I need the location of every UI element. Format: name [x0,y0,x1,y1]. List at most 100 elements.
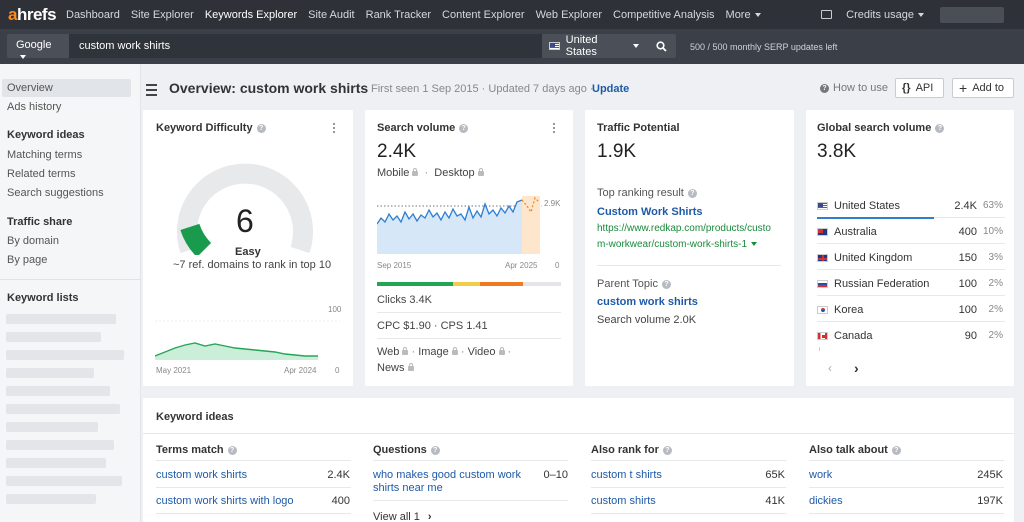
nav-more[interactable]: More [726,9,761,21]
terms-match-keyword-link[interactable]: custom work shirts with logo [156,495,294,507]
country-share: 2% [988,278,1003,289]
search-bar: Google custom work shirts United States … [0,29,1024,64]
kd-title: Keyword Difficulty? [156,122,266,134]
question-icon[interactable]: ? [661,280,671,289]
country-row[interactable]: Korea 100 2% [817,301,1005,321]
sidebar-item-matching-terms[interactable]: Matching terms [7,149,83,161]
sidebar-item-search-suggestions[interactable]: Search suggestions [7,187,104,199]
keyword-search-input[interactable]: custom work shirts [69,34,542,58]
sv-chart-end-date: Apr 2025 [505,261,538,270]
kd-subtitle: ~7 ref. domains to rank in top 10 [173,259,332,271]
add-to-button[interactable]: + Add to [952,78,1014,98]
account-menu[interactable] [940,6,1004,23]
nav-site-explorer[interactable]: Site Explorer [130,8,194,21]
sv-cpc-cps: CPC $1.90 · CPS 1.41 [377,320,488,332]
nav-content-explorer[interactable]: Content Explorer [442,8,525,21]
kd-score: 6 [236,203,254,239]
ahrefs-logo[interactable]: ahrefs [8,4,57,24]
keyword-list-item[interactable] [6,458,106,468]
divider [591,460,786,461]
question-icon[interactable]: ? [227,446,237,455]
search-button[interactable] [646,34,676,58]
divider [809,513,1004,514]
terms-match-keyword-link[interactable]: custom work shirts [156,469,248,481]
keyword-difficulty-card [143,110,353,386]
top-result-title-link[interactable]: Custom Work Shirts [597,206,703,218]
credits-usage-button[interactable]: Credits usage [846,9,924,21]
keyword-list-item[interactable] [6,476,122,486]
nav-dashboard[interactable]: Dashboard [66,8,120,21]
sv-clicks: Clicks 3.4K [377,294,433,306]
chevron-left-icon[interactable]: ‹ [828,361,832,375]
question-icon[interactable]: ? [935,124,945,133]
country-select[interactable]: United States [542,34,646,58]
nav-competitive-analysis[interactable]: Competitive Analysis [613,8,715,21]
nav-web-explorer[interactable]: Web Explorer [535,8,603,21]
also-talk-keyword-link[interactable]: dickies [809,495,843,507]
sv-serp-types-2: News [377,362,414,374]
country-share: 3% [988,252,1003,263]
nav-rank-tracker[interactable]: Rank Tracker [365,8,432,21]
chevron-right-icon[interactable]: › [854,360,859,376]
more-options-icon[interactable] [333,123,336,135]
update-link[interactable]: Update [592,83,630,95]
keyword-list-item[interactable] [6,350,124,360]
keyword-list-item[interactable] [6,368,94,378]
nav-site-audit[interactable]: Site Audit [308,8,355,21]
parent-topic-link[interactable]: custom work shirts [597,296,698,308]
chevron-right-icon: › [427,511,432,522]
keyword-list-item[interactable] [6,404,120,414]
also-talk-keyword-link[interactable]: work [809,469,833,481]
divider [156,460,351,461]
divider [809,487,1004,488]
also-talk-about-head: Also talk about? [809,444,901,456]
keyword-list-item[interactable] [6,386,110,396]
keyword-list-item[interactable] [6,440,114,450]
country-volume: 100 [958,304,977,316]
country-share-bar [817,217,934,219]
sidebar-item-related-terms[interactable]: Related terms [7,168,76,180]
first-seen-text: First seen 1 Sep 2015 · Updated 7 days a… [371,83,594,95]
question-icon[interactable]: ? [256,124,266,133]
divider [817,269,1005,270]
sv-title: Search volume? [377,122,469,134]
nav-keywords-explorer[interactable]: Keywords Explorer [204,8,298,21]
question-keyword-link[interactable]: who makes good custom work shirts near me [373,469,521,494]
question-icon[interactable]: ? [459,124,469,133]
top-result-url-line2[interactable]: m-workwear/custom-work-shirts-1 [597,239,758,250]
sv-chart-max-label: 2.9K [544,199,561,208]
menu-icon[interactable] [146,84,157,99]
terms-match-volume: 400 [331,495,350,507]
country-row[interactable]: Australia 400 10% [817,223,1005,243]
more-options-icon[interactable] [553,123,556,135]
keyword-list-item[interactable] [6,494,96,504]
also-rank-keyword-link[interactable]: custom t shirts [591,469,662,481]
sidebar-item-by-domain[interactable]: By domain [7,235,59,247]
sidebar-active-highlight [2,79,131,97]
how-to-use-link[interactable]: ? How to use [820,82,888,94]
country-row[interactable]: Canada 90 2% [817,327,1005,347]
country-row[interactable]: United Kingdom 150 3% [817,249,1005,269]
sidebar-item-ads-history[interactable]: Ads history [7,101,62,113]
question-icon[interactable]: ? [687,189,697,198]
keyword-list-item[interactable] [6,422,98,432]
kd-history-chart [155,320,340,360]
country-row[interactable]: United States 2.4K 63% [817,197,1005,217]
search-engine-select[interactable]: Google [7,34,69,60]
top-result-url-line1[interactable]: https://www.redkap.com/products/custo [597,223,771,234]
also-rank-keyword-link[interactable]: custom shirts [591,495,656,507]
view-all-questions-link[interactable]: View all 1 › [373,511,432,522]
divider [817,295,1005,296]
sidebar-item-by-page[interactable]: By page [7,254,48,266]
keyword-list-item[interactable] [6,332,101,342]
question-icon[interactable]: ? [662,446,672,455]
monitor-icon[interactable] [821,10,833,19]
question-icon[interactable]: ? [891,446,901,455]
keyword-list-item[interactable] [6,314,116,324]
api-button[interactable]: {} API [895,78,944,98]
sidebar-item-overview[interactable]: Overview [7,82,53,94]
country-row[interactable]: Russian Federation 100 2% [817,275,1005,295]
chevron-down-icon [633,44,639,48]
question-icon[interactable]: ? [430,446,440,455]
chevron-down-icon[interactable] [751,242,758,247]
